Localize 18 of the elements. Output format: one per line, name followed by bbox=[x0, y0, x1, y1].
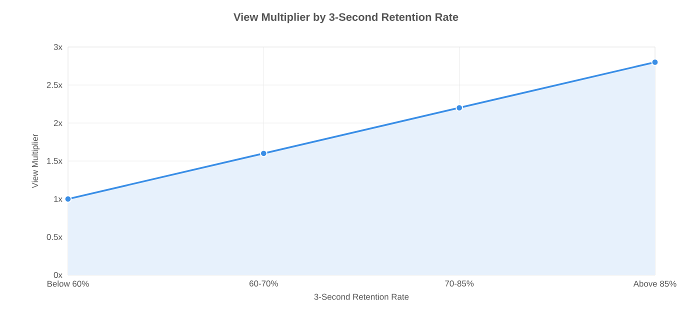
x-axis-title: 3-Second Retention Rate bbox=[314, 294, 409, 300]
y-tick-label: 3x bbox=[54, 44, 62, 50]
x-tick-label: Below 60% bbox=[48, 280, 89, 287]
y-tick-label: 0.5x bbox=[46, 234, 62, 240]
point bbox=[260, 150, 268, 158]
x-tick-label: Above 85% bbox=[633, 280, 676, 287]
y-tick-label: 2.5x bbox=[46, 82, 62, 88]
point bbox=[651, 58, 659, 66]
chart-title: View Multiplier by 3-Second Retention Rate bbox=[234, 12, 458, 24]
point bbox=[456, 104, 464, 112]
x-tick-label: 70-85% bbox=[445, 280, 474, 287]
y-tick-label: 1.5x bbox=[47, 158, 62, 164]
y-axis-title: View Multiplier bbox=[32, 134, 40, 188]
x-tick-label: 60-70% bbox=[250, 280, 278, 287]
point bbox=[64, 195, 72, 203]
y-tick-label: 1x bbox=[54, 196, 62, 202]
y-tick-label: 0x bbox=[54, 272, 62, 278]
y-tick-label: 2x bbox=[54, 120, 62, 126]
